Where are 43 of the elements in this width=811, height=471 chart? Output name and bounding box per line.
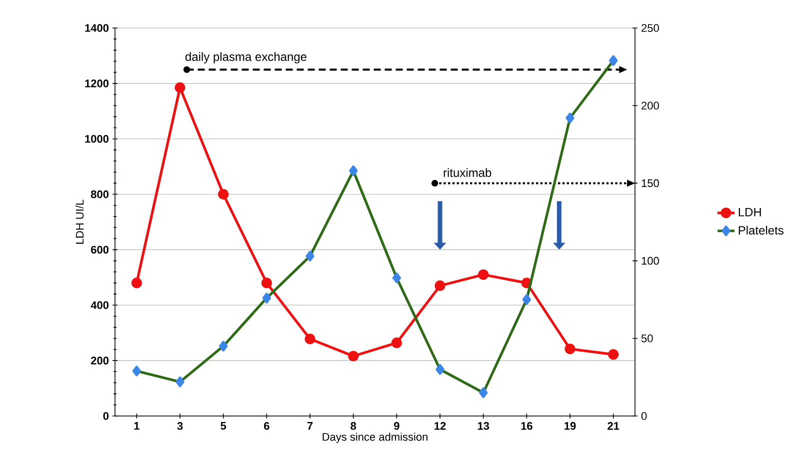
ref-line-label: daily plasma exchange: [185, 52, 306, 64]
y2-tick-label: 150: [642, 179, 659, 188]
x-tick-label: 21: [608, 422, 620, 430]
y2-tick-label: 200: [642, 102, 659, 110]
x-tick-label: 6: [264, 422, 270, 430]
x-axis-title: Days since admission: [322, 432, 428, 443]
y-tick-label: 1200: [85, 80, 109, 88]
y-tick-label: 400: [90, 301, 109, 310]
point: [174, 82, 186, 93]
x-tick-label: 3: [177, 422, 183, 430]
y-tick-label: 200: [91, 356, 109, 364]
x-tick-label: 9: [394, 422, 400, 430]
x-tick-label: 19: [564, 422, 576, 430]
x-tick-label: 12: [434, 422, 446, 430]
legend-label: LDH: [738, 208, 761, 216]
point: [391, 338, 402, 348]
x-tick-label: 8: [350, 422, 356, 430]
x-tick-label: 7: [307, 422, 313, 430]
y-tick-label: 800: [90, 190, 109, 198]
y-axis-title: LDH UI/L: [76, 200, 84, 244]
point: [304, 334, 316, 344]
y-tick-label: 1400: [85, 24, 109, 32]
x-tick-label: 5: [220, 422, 226, 430]
point: [261, 278, 272, 288]
point: [218, 188, 229, 200]
y2-tick-label: 0: [641, 412, 647, 420]
y2-tick-label: 250: [642, 24, 659, 32]
y-tick-label: 1000: [85, 134, 109, 143]
ref-line-label: rituximab: [444, 168, 492, 177]
y2-tick-label: 100: [642, 256, 659, 265]
legend-label: Platelets: [738, 226, 784, 235]
y-tick-label: 0: [103, 412, 109, 420]
point: [564, 344, 576, 354]
point: [608, 349, 619, 360]
x-tick-label: 13: [478, 422, 490, 430]
point: [434, 280, 446, 292]
x-tick-label: 16: [521, 422, 532, 430]
point: [348, 350, 359, 362]
x-tick-label: 1: [134, 422, 140, 430]
point: [478, 269, 489, 280]
point: [131, 278, 142, 288]
y2-tick-label: 50: [641, 334, 653, 342]
y-tick-label: 600: [91, 246, 109, 254]
